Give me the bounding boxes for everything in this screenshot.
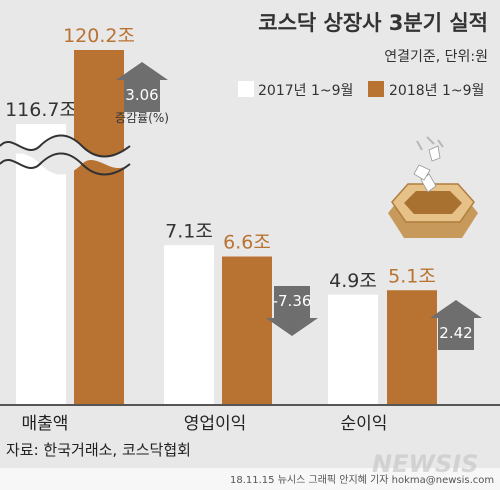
footer-strip [0,468,500,490]
value-label-net-profit-2018: 5.1조 [388,265,436,287]
newsis-watermark: NEWSIS [372,450,478,478]
legend: 2017년 1~9월 2018년 1~9월 [238,81,484,99]
change-value-revenue: 3.06 [125,86,158,104]
bar-net-profit-2018 [387,290,437,405]
legend-label-2018: 2018년 1~9월 [389,83,484,99]
value-label-revenue-2018: 120.2조 [63,25,135,47]
bar-operating-profit-2018 [222,256,272,405]
category-label-revenue: 매출액 [22,414,69,434]
chart-title: 코스닥 상장사 3분기 실적 [258,11,488,35]
legend-swatch-2017 [238,81,254,97]
bar-operating-profit-2017 [164,245,214,405]
value-label-operating-profit-2018: 6.6조 [223,232,271,254]
axis-break-mark [0,134,131,176]
category-label-net-profit: 순이익 [341,414,388,434]
bar-net-profit-2017 [328,294,378,405]
chart-subtitle: 연결기준, 단위:원 [384,49,488,65]
change-rate-caption: 증감률(%) [115,111,169,125]
value-label-net-profit-2017: 4.9조 [329,270,377,292]
byline: 18.11.15 뉴시스 그래픽 안지혜 기자 hokma@newsis.com [230,474,494,486]
legend-label-2017: 2017년 1~9월 [258,83,353,99]
category-label-operating-profit: 영업이익 [184,414,247,434]
value-label-operating-profit-2017: 7.1조 [165,220,213,242]
bar-revenue-2018 [74,50,124,405]
legend-swatch-2018 [368,81,384,97]
change-value-operating-profit: -7.36 [273,292,312,310]
change-arrow-operating-profit [266,286,318,336]
change-arrow-net-profit [430,300,482,350]
source-note: 자료: 한국거래소, 코스닥협회 [6,441,191,459]
chart-marks: 116.7조 120.2조 7.1조 6.6조 4.9조 5.1조 3.06 -7.36 2.4… [5,25,482,405]
change-arrow-revenue [116,62,168,112]
money-box-icon [388,136,478,238]
value-label-revenue-2017: 116.7조 [5,99,77,121]
change-value-net-profit: 2.42 [439,324,472,342]
